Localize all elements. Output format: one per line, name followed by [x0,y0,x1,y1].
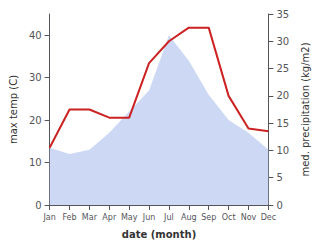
svg-text:Oct: Oct [222,213,236,222]
svg-text:med. precipitation (kg/m2): med. precipitation (kg/m2) [300,42,311,176]
svg-text:10: 10 [29,157,42,168]
svg-text:Dec: Dec [261,213,276,222]
svg-text:30: 30 [29,72,42,83]
svg-text:Nov: Nov [241,213,257,222]
svg-text:15: 15 [276,118,289,129]
svg-text:5: 5 [276,172,282,183]
svg-text:May: May [121,213,138,222]
svg-text:Sep: Sep [201,213,216,222]
svg-text:20: 20 [29,115,42,126]
svg-text:Apr: Apr [102,213,117,222]
svg-text:Aug: Aug [181,213,197,222]
svg-text:Jun: Jun [142,213,156,222]
svg-text:25: 25 [276,63,289,74]
svg-text:Feb: Feb [62,213,76,222]
svg-text:35: 35 [276,9,289,20]
svg-text:max temp (C): max temp (C) [8,75,19,144]
svg-text:Jul: Jul [163,213,174,222]
svg-text:Mar: Mar [82,213,98,222]
svg-text:Jan: Jan [42,213,55,222]
svg-text:40: 40 [29,30,42,41]
svg-text:30: 30 [276,36,289,47]
svg-text:0: 0 [35,200,41,211]
svg-text:date (month): date (month) [122,229,196,240]
svg-text:20: 20 [276,90,289,101]
svg-text:0: 0 [276,200,282,211]
svg-text:10: 10 [276,145,289,156]
